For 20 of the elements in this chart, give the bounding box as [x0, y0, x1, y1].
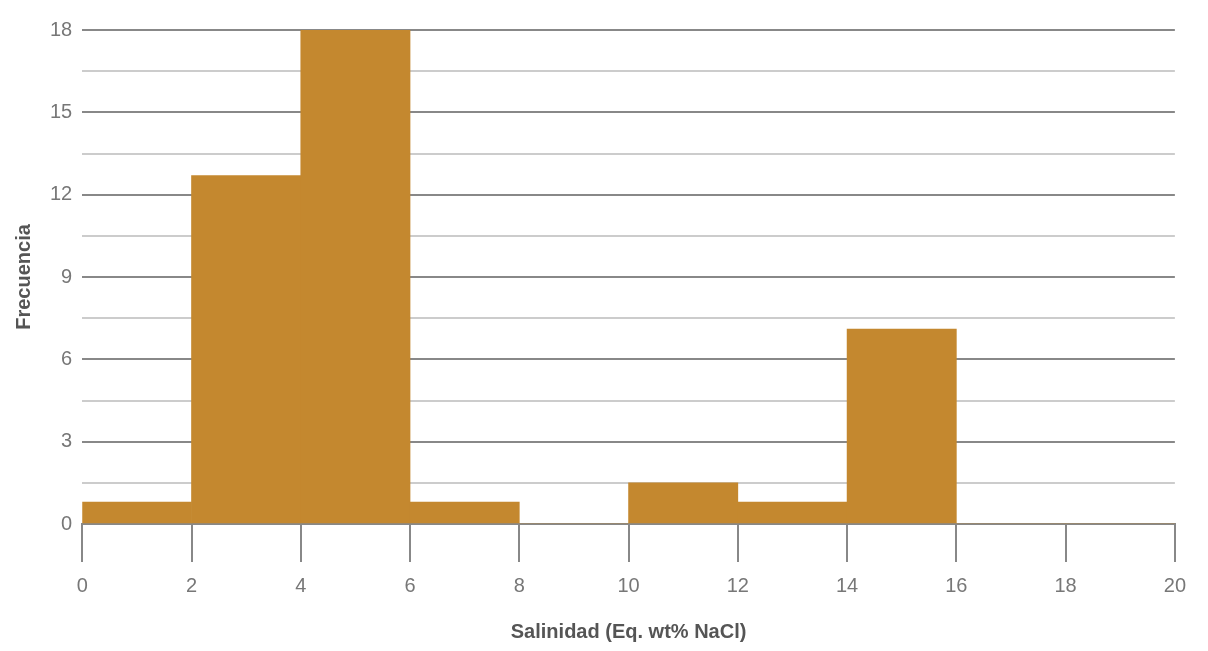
y-tick-label: 6 [61, 346, 73, 369]
x-tick-label: 4 [295, 573, 307, 596]
y-tick-label: 15 [50, 99, 73, 122]
x-axis-title: Salinidad (Eq. wt% NaCl) [510, 619, 747, 642]
y-tick-label: 3 [61, 429, 73, 452]
y-tick-label: 12 [50, 182, 73, 205]
x-tick-label: 2 [185, 573, 198, 596]
x-tick-label: 14 [835, 573, 859, 596]
y-tick-label: 18 [50, 17, 73, 40]
x-tick-label: 20 [1163, 573, 1186, 596]
x-tick-label: 12 [726, 573, 749, 596]
x-tick-label: 6 [404, 573, 416, 596]
x-tick-label: 18 [1054, 573, 1077, 596]
x-tick-label: 8 [513, 573, 525, 596]
x-tick-label: 10 [617, 573, 640, 596]
y-tick-label: 0 [61, 511, 73, 534]
y-axis-title: Frecuencia [11, 223, 34, 330]
y-tick-label: 9 [61, 264, 73, 287]
x-tick-label: 0 [76, 573, 88, 596]
x-tick-label: 16 [945, 573, 968, 596]
